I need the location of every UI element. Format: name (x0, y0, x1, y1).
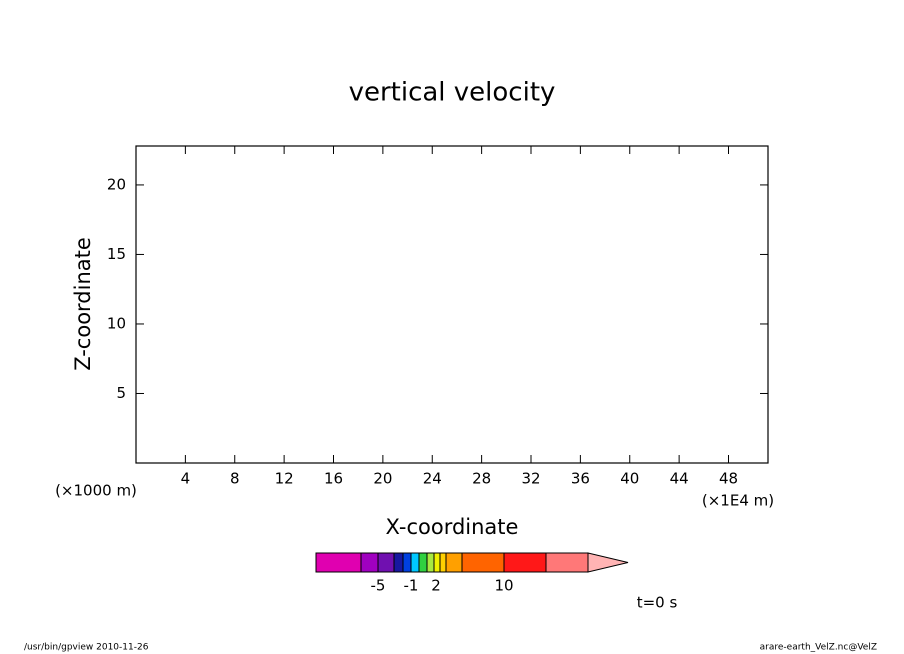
x-tick-label: 20 (373, 470, 392, 488)
colorbar-segment (445, 552, 463, 573)
colorbar-label: -1 (404, 577, 419, 595)
x-tick-label: 24 (423, 470, 442, 488)
colorbar-segment (461, 552, 505, 573)
x-tick-label: 36 (571, 470, 590, 488)
colorbar-segment (439, 552, 447, 573)
colorbar-label: 10 (494, 577, 513, 595)
x-tick-label: 48 (719, 470, 738, 488)
colorbar-segment (418, 552, 428, 573)
y-tick-label: 5 (116, 384, 126, 402)
colorbar-segment (426, 552, 435, 573)
y-tick-label: 10 (107, 314, 126, 332)
x-tick-label: 28 (472, 470, 491, 488)
x-unit-label: (×1E4 m) (702, 492, 774, 510)
footer-left: /usr/bin/gpview 2010-11-26 (24, 643, 149, 653)
chart-title: vertical velocity (349, 78, 556, 108)
x-tick-label: 40 (620, 470, 639, 488)
colorbar-segment (393, 552, 404, 573)
y-axis-label: Z-coordinate (71, 237, 95, 371)
colorbar-segment (377, 552, 395, 573)
colorbar-segment (545, 552, 589, 573)
y-unit-label: (×1000 m) (55, 482, 137, 500)
colorbar-segment (503, 552, 547, 573)
colorbar-label: -5 (371, 577, 386, 595)
x-tick-label: 32 (521, 470, 540, 488)
colorbar-segment (315, 552, 362, 573)
colorbar-segment (402, 552, 412, 573)
x-tick-label: 12 (275, 470, 294, 488)
colorbar-segment (360, 552, 379, 573)
y-tick-label: 15 (107, 245, 126, 263)
x-tick-label: 8 (230, 470, 240, 488)
x-tick-label: 44 (670, 470, 689, 488)
footer-right: arare-earth_VelZ.nc@VelZ (760, 643, 877, 653)
colorbar-label: 2 (431, 577, 441, 595)
colorbar-segment (410, 552, 420, 573)
x-tick-label: 16 (324, 470, 343, 488)
x-axis-label: X-coordinate (386, 515, 519, 539)
y-tick-label: 20 (107, 175, 126, 193)
time-label: t=0 s (637, 594, 678, 612)
plot-frame (135, 145, 769, 464)
colorbar-segment (433, 552, 441, 573)
colorbar-extension (587, 552, 629, 573)
x-tick-label: 4 (181, 470, 191, 488)
